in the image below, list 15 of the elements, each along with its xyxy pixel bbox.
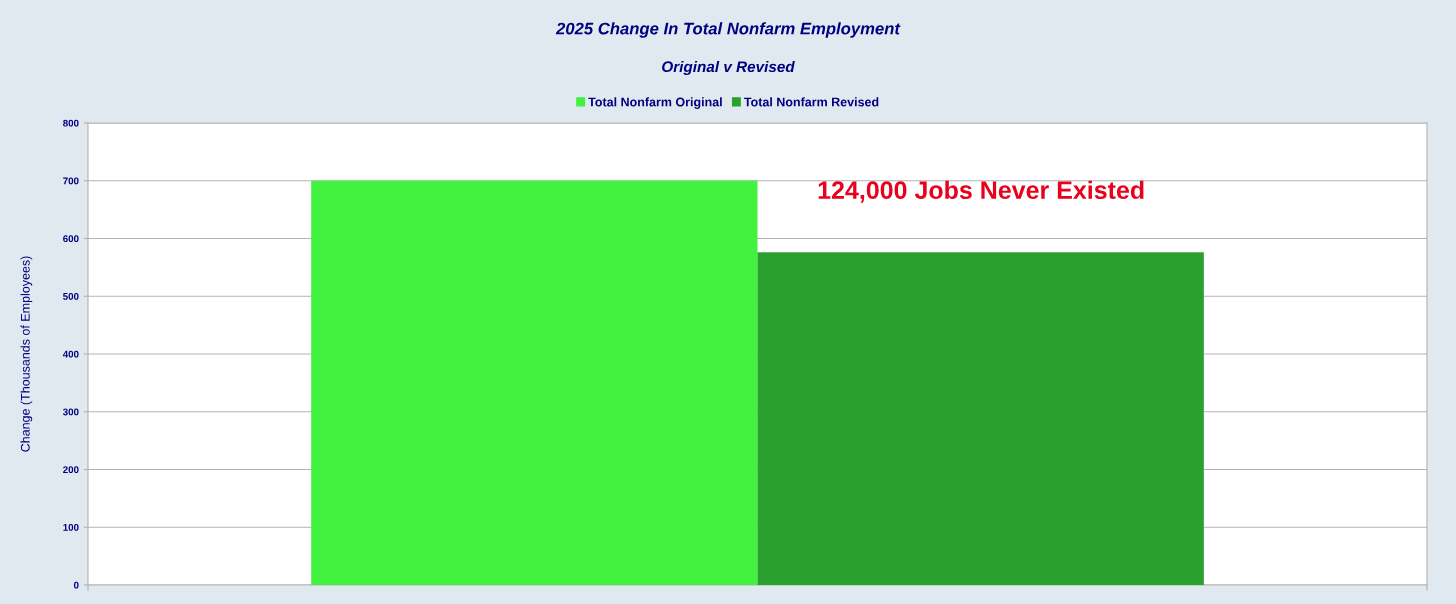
legend-label: Total Nonfarm Original bbox=[588, 97, 722, 109]
y-tick-label: 100 bbox=[63, 523, 79, 531]
y-tick-label: 300 bbox=[62, 408, 79, 416]
chart-subtitle: Original v Revised bbox=[662, 60, 795, 76]
y-axis-title: Change (Thousands of Employees) bbox=[20, 256, 33, 452]
y-tick-label: 600 bbox=[63, 235, 79, 243]
y-tick-label: 500 bbox=[63, 292, 79, 300]
y-tick-label: 200 bbox=[63, 466, 79, 474]
legend-label: Total Nonfarm Revised bbox=[744, 97, 879, 107]
y-tick-label: 800 bbox=[63, 119, 79, 127]
y-tick-label: 700 bbox=[63, 177, 79, 185]
y-tick-label: 400 bbox=[62, 350, 79, 358]
annotation: 124,000 Jobs Never Existed bbox=[818, 180, 1144, 203]
y-tick-label: 0 bbox=[73, 581, 79, 589]
chart-title: 2025 Change In Total Nonfarm Employment bbox=[555, 22, 901, 38]
